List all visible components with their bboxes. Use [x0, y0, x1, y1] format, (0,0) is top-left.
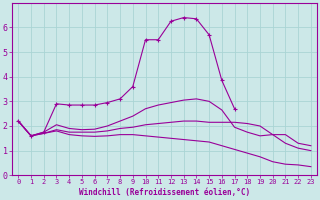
X-axis label: Windchill (Refroidissement éolien,°C): Windchill (Refroidissement éolien,°C) — [79, 188, 250, 197]
